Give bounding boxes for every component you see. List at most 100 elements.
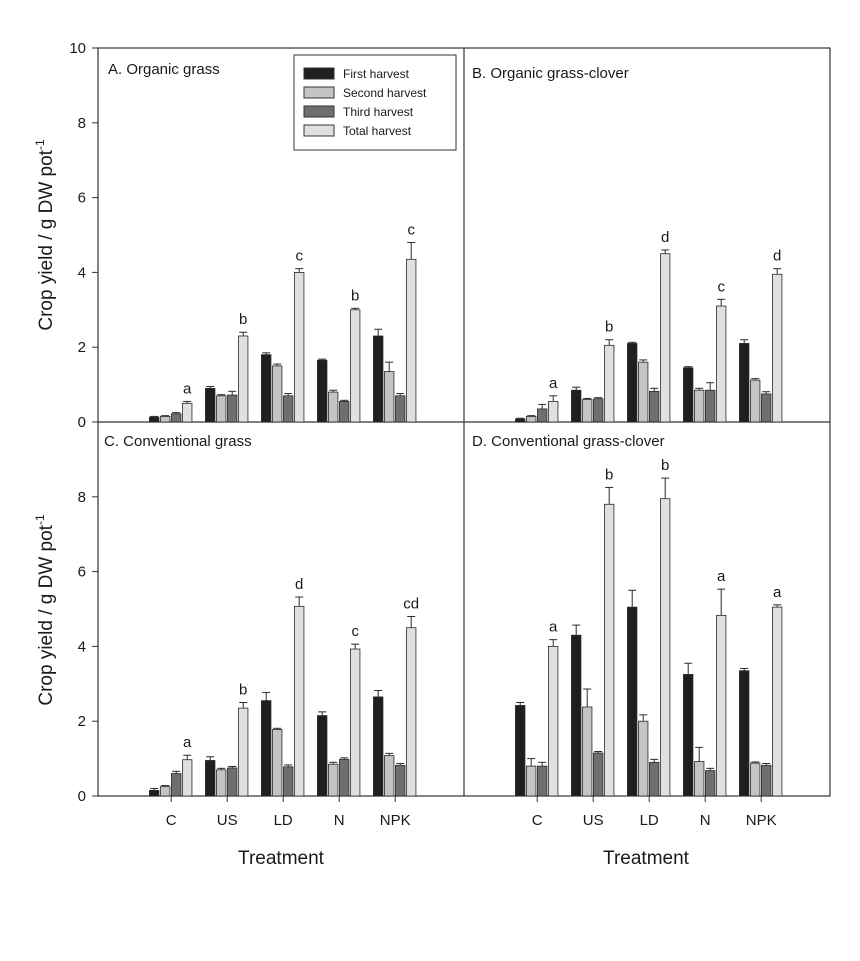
bar-panel-d-third-c	[537, 765, 548, 797]
significance-letter: cd	[403, 595, 419, 612]
panel-title-c: C. Conventional grass	[104, 433, 252, 450]
bar-panel-c-first-us	[205, 760, 216, 797]
significance-letter: d	[773, 248, 781, 265]
legend-swatch-first	[303, 67, 335, 80]
x-tick-label-us: US	[217, 812, 238, 829]
bar-panel-a-first-n	[317, 359, 328, 423]
x-tick-label-n: N	[334, 812, 345, 829]
bar-panel-d-second-us	[582, 706, 593, 797]
y-tick-label: 6	[78, 190, 86, 207]
significance-letter: b	[239, 311, 247, 328]
bar-panel-b-first-n	[683, 367, 694, 423]
bar-panel-b-total-npk	[772, 273, 783, 423]
bar-panel-d-second-npk	[750, 762, 761, 797]
legend-label-total: Total harvest	[343, 124, 412, 138]
y-axis-title-top: Crop yield / g DW pot-1	[33, 139, 57, 331]
bar-panel-c-second-n	[328, 763, 339, 797]
significance-letter: a	[773, 584, 782, 601]
bar-panel-c-third-c	[171, 773, 182, 797]
bar-panel-c-second-npk	[384, 755, 395, 797]
bar-panel-c-third-n	[339, 758, 350, 797]
bar-panel-c-total-us	[238, 707, 249, 797]
bar-panel-c-second-c	[160, 786, 171, 797]
bar-panel-a-third-c	[171, 413, 182, 423]
y-tick-label: 6	[78, 564, 86, 581]
significance-letter: c	[295, 248, 303, 265]
bar-panel-d-first-us	[571, 634, 582, 797]
bar-panel-c-total-n	[350, 648, 361, 797]
bar-panel-b-second-c	[526, 415, 537, 423]
bar-panel-d-total-ld	[660, 498, 671, 797]
bar-panel-b-second-us	[582, 399, 593, 423]
significance-letter: c	[407, 221, 415, 238]
bar-panel-d-second-ld	[638, 720, 649, 797]
significance-letter: b	[661, 457, 669, 474]
significance-letter: a	[183, 734, 192, 751]
y-tick-label: 10	[69, 40, 86, 57]
panel-title-a: A. Organic grass	[108, 61, 220, 78]
legend-label-second: Second harvest	[343, 86, 427, 100]
bar-panel-b-third-ld	[649, 390, 660, 423]
significance-letter: a	[183, 380, 192, 397]
bar-panel-c-total-npk	[406, 627, 417, 797]
x-tick-label-ld: LD	[640, 812, 659, 829]
x-tick-label-npk: NPK	[380, 812, 411, 829]
bar-panel-d-first-ld	[627, 606, 638, 797]
x-tick-label-c: C	[166, 812, 177, 829]
bar-panel-d-third-npk	[761, 764, 772, 797]
bar-panel-b-third-n	[705, 389, 716, 423]
legend-label-third: Third harvest	[343, 105, 414, 119]
y-tick-label: 8	[78, 115, 86, 132]
bar-panel-b-third-npk	[761, 393, 772, 423]
significance-letter: b	[239, 682, 247, 699]
x-tick-label-c: C	[532, 812, 543, 829]
bar-panel-c-first-n	[317, 715, 328, 797]
significance-letter: a	[549, 619, 558, 636]
bar-panel-b-second-ld	[638, 361, 649, 423]
bar-panel-a-first-ld	[261, 354, 272, 423]
bar-panel-d-second-c	[526, 765, 537, 797]
bar-panel-d-third-n	[705, 770, 716, 797]
bar-panel-d-third-us	[593, 752, 604, 797]
bar-panel-d-third-ld	[649, 761, 660, 797]
bar-panel-c-first-c	[149, 789, 160, 797]
bar-panel-b-first-ld	[627, 343, 638, 423]
bar-panel-c-first-ld	[261, 700, 272, 797]
bar-panel-c-first-npk	[373, 696, 384, 797]
y-tick-label: 0	[78, 788, 86, 805]
significance-letter: b	[351, 287, 359, 304]
bar-panel-c-third-us	[227, 767, 238, 797]
significance-letter: a	[549, 375, 558, 392]
bar-panel-b-total-c	[548, 401, 559, 423]
bar-panel-d-second-n	[694, 761, 705, 797]
bar-panel-a-second-ld	[272, 365, 283, 423]
bar-panel-b-first-npk	[739, 343, 750, 423]
legend-swatch-second	[303, 86, 335, 99]
x-tick-label-npk: NPK	[746, 812, 777, 829]
y-tick-label: 4	[78, 638, 86, 655]
bar-panel-c-third-ld	[283, 766, 294, 797]
bar-panel-c-third-npk	[395, 764, 406, 797]
bar-panel-a-total-npk	[406, 258, 417, 423]
bar-panel-a-total-ld	[294, 271, 305, 423]
y-tick-label: 8	[78, 489, 86, 506]
bar-panel-c-second-us	[216, 769, 227, 797]
bar-panel-a-second-n	[328, 391, 339, 423]
legend-swatch-third	[303, 105, 335, 118]
significance-letter: d	[661, 229, 669, 246]
bar-panel-b-total-ld	[660, 253, 671, 423]
bar-panel-b-total-us	[604, 344, 615, 423]
bar-panel-b-first-us	[571, 389, 582, 423]
significance-letter: b	[605, 466, 613, 483]
bar-panel-d-first-n	[683, 674, 694, 797]
bar-panel-a-total-us	[238, 335, 249, 423]
bar-panel-a-second-npk	[384, 371, 395, 423]
bar-panel-b-total-n	[716, 305, 727, 423]
y-axis-title-bottom: Crop yield / g DW pot-1	[33, 514, 57, 706]
legend-label-first: First harvest	[343, 67, 410, 81]
bar-panel-c-second-ld	[272, 729, 283, 797]
significance-letter: b	[605, 319, 613, 336]
significance-letter: d	[295, 576, 303, 593]
x-axis-title-right: Treatment	[603, 848, 690, 869]
